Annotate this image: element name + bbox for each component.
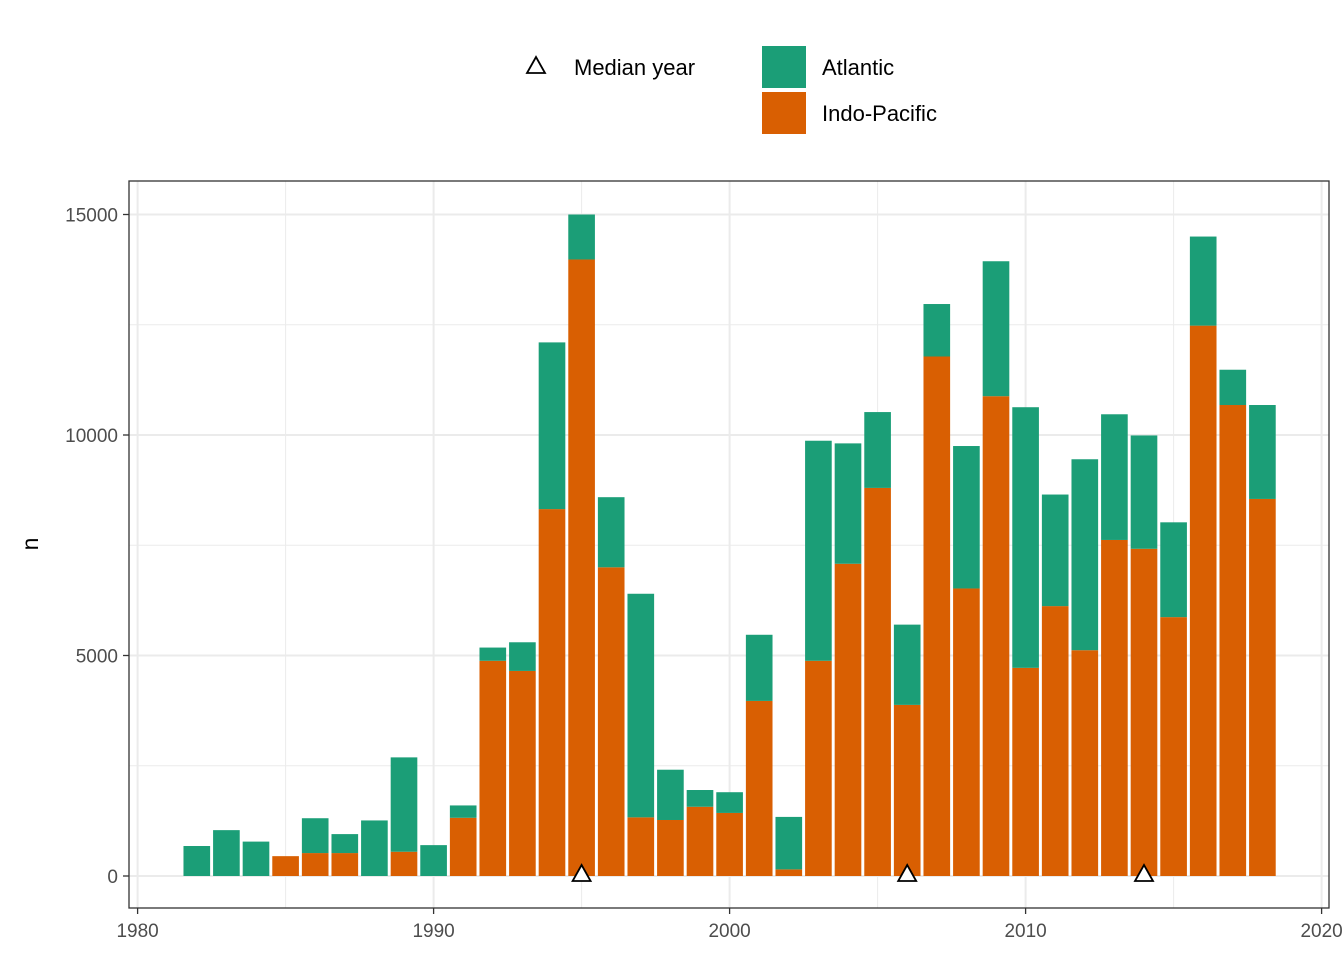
bar-indo-pacific — [390, 851, 418, 876]
legend-key-indo-pacific — [762, 92, 806, 134]
bar-indo-pacific — [1071, 650, 1099, 876]
bar-indo-pacific — [1041, 606, 1069, 876]
bar-atlantic — [1041, 494, 1069, 607]
bar-atlantic — [775, 816, 803, 870]
x-tick-label: 2010 — [1004, 921, 1046, 942]
bar-atlantic — [657, 769, 684, 820]
bar-indo-pacific — [509, 670, 536, 876]
legend-label-atlantic: Atlantic — [822, 55, 894, 80]
bar-atlantic — [509, 642, 536, 671]
bar-atlantic — [1101, 414, 1128, 540]
median-year-marker — [1133, 863, 1155, 882]
bar-atlantic — [242, 841, 270, 876]
bar-indo-pacific — [301, 853, 329, 876]
legend-median-label: Median year — [574, 55, 695, 80]
bar-indo-pacific — [272, 856, 299, 876]
bar-atlantic — [1219, 369, 1247, 406]
y-tick-label: 5000 — [76, 647, 118, 668]
bar-atlantic — [1012, 407, 1039, 668]
bar-indo-pacific — [479, 660, 507, 876]
bar-indo-pacific — [834, 563, 862, 876]
bar-atlantic — [1160, 522, 1187, 618]
bar-indo-pacific — [331, 853, 359, 876]
bar-atlantic — [805, 440, 832, 661]
x-tick-label: 1980 — [116, 921, 158, 942]
bar-atlantic — [538, 342, 566, 510]
bar-atlantic — [686, 790, 714, 807]
bar-indo-pacific — [449, 817, 477, 876]
bars — [183, 214, 1276, 877]
plot-panel — [128, 180, 1330, 909]
bar-atlantic — [953, 446, 980, 589]
bar-indo-pacific — [686, 806, 714, 876]
y-tick-label: 0 — [107, 867, 118, 888]
bar-atlantic — [627, 593, 655, 818]
bar-atlantic — [834, 443, 862, 564]
bar-atlantic — [923, 304, 951, 357]
bar-indo-pacific — [923, 356, 951, 876]
legend-label-indo-pacific: Indo-Pacific — [822, 101, 937, 126]
x-tick-label: 1990 — [412, 921, 454, 942]
legend: Median year Atlantic Indo-Pacific — [525, 46, 937, 134]
bar-atlantic — [568, 214, 595, 260]
bar-atlantic — [716, 792, 743, 813]
y-axis-title: n — [17, 538, 43, 551]
bar-indo-pacific — [745, 700, 773, 876]
bar-atlantic — [390, 757, 418, 852]
bar-atlantic — [597, 497, 625, 568]
bar-indo-pacific — [597, 567, 625, 876]
bar-indo-pacific — [568, 259, 595, 876]
bar-indo-pacific — [1101, 539, 1128, 876]
median-year-marker — [896, 863, 918, 882]
bar-indo-pacific — [657, 819, 684, 876]
bar-atlantic — [745, 634, 773, 701]
bar-indo-pacific — [1160, 617, 1187, 876]
y-tick-label: 10000 — [65, 426, 118, 447]
bar-indo-pacific — [716, 812, 743, 876]
bar-atlantic — [893, 624, 921, 705]
bar-indo-pacific — [1249, 498, 1276, 876]
x-tick-label: 2020 — [1300, 921, 1342, 942]
bar-indo-pacific — [953, 588, 980, 876]
bar-atlantic — [331, 834, 359, 854]
bar-atlantic — [361, 820, 388, 876]
bar-indo-pacific — [1219, 405, 1247, 876]
median-year-marker — [571, 863, 593, 882]
bar-atlantic — [1071, 459, 1099, 651]
bar-indo-pacific — [1189, 325, 1217, 877]
x-axis: 1980 1990 2000 2010 2020 — [116, 908, 1343, 942]
bar-indo-pacific — [1012, 667, 1039, 876]
legend-key-atlantic — [762, 46, 806, 88]
bar-atlantic — [864, 412, 891, 488]
bar-indo-pacific — [775, 869, 803, 876]
bar-atlantic — [183, 846, 211, 876]
x-tick-label: 2000 — [708, 921, 750, 942]
bar-indo-pacific — [864, 487, 891, 876]
bar-atlantic — [420, 845, 447, 876]
bar-atlantic — [479, 647, 507, 661]
y-tick-label: 15000 — [65, 206, 118, 227]
bar-indo-pacific — [805, 660, 832, 876]
bar-indo-pacific — [627, 817, 655, 876]
median-markers — [571, 863, 1155, 882]
legend-median-triangle-icon — [525, 55, 547, 74]
bar-atlantic — [982, 261, 1010, 397]
bar-atlantic — [1249, 405, 1276, 499]
bar-atlantic — [301, 818, 329, 854]
bar-indo-pacific — [1130, 548, 1158, 876]
bar-atlantic — [213, 830, 240, 876]
bar-atlantic — [1130, 435, 1158, 549]
bar-indo-pacific — [982, 396, 1010, 876]
bar-indo-pacific — [893, 704, 921, 876]
bar-atlantic — [449, 805, 477, 818]
y-axis: 0 5000 10000 15000 — [65, 206, 129, 888]
bar-atlantic — [1189, 236, 1217, 326]
bar-indo-pacific — [538, 509, 566, 876]
